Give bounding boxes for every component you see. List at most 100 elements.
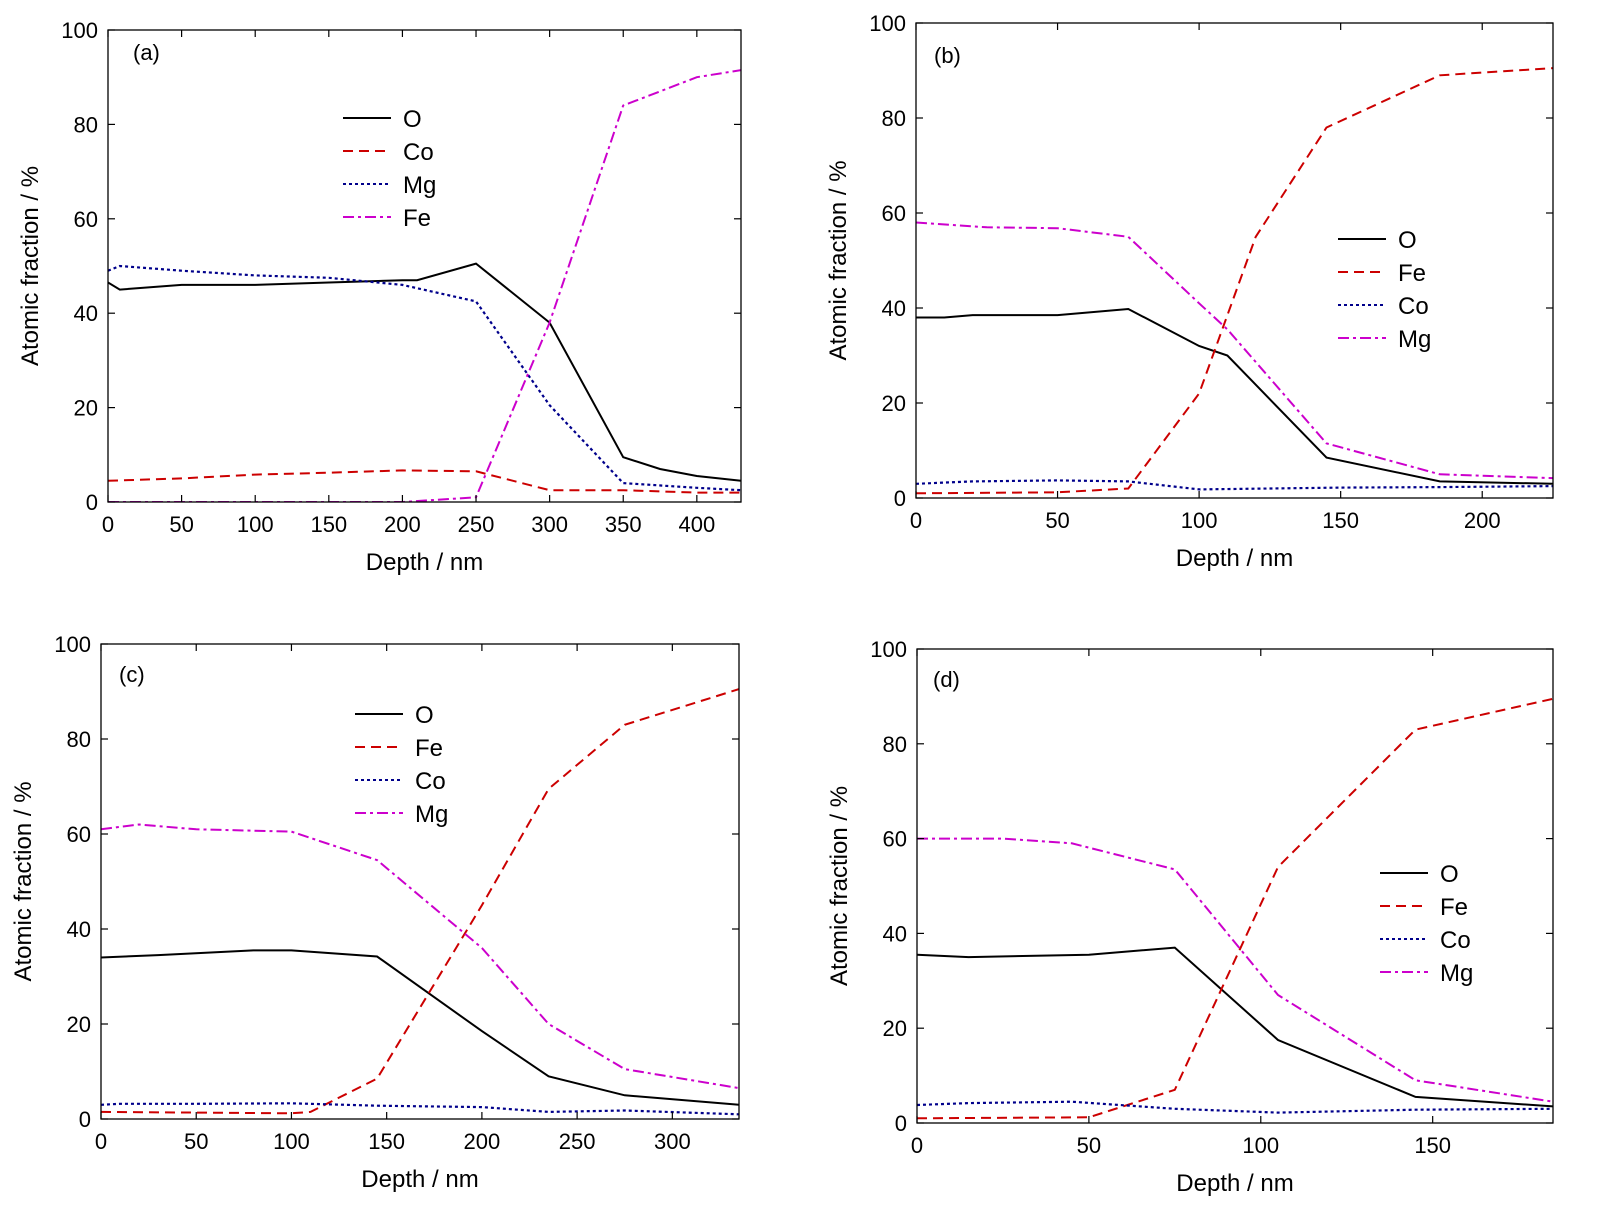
series-line-mg [916, 221, 1553, 480]
legend-label-fe: Fe [1398, 260, 1426, 287]
plot-frame [915, 22, 1554, 499]
series-line-o [917, 946, 1553, 1108]
x-tick-label: 100 [1242, 1133, 1279, 1158]
y-tick-label: 100 [61, 18, 98, 43]
x-tick-label: 350 [605, 512, 642, 537]
x-tick-label: 50 [184, 1129, 208, 1154]
legend-label-mg: Mg [1398, 326, 1431, 353]
legend: O Fe Co Mg [1380, 861, 1473, 987]
legend-label-co: Co [1440, 927, 1471, 954]
y-tick-label: 20 [882, 391, 906, 416]
panel-label: (b) [934, 43, 961, 68]
plot-frame [100, 643, 740, 1120]
x-tick-label: 50 [1045, 508, 1069, 533]
series-line-co [916, 479, 1553, 491]
x-tick-label: 100 [273, 1129, 310, 1154]
y-tick-label: 80 [883, 732, 907, 757]
x-tick-label: 200 [1464, 508, 1501, 533]
x-tick-label: 0 [911, 1133, 923, 1158]
y-tick-label: 80 [67, 727, 91, 752]
series-line-o [916, 307, 1553, 485]
y-tick-label: 0 [895, 1111, 907, 1136]
legend-label-o: O [403, 106, 422, 133]
y-tick-label: 60 [882, 201, 906, 226]
legend: O Fe Co Mg [1338, 227, 1431, 353]
x-tick-label: 300 [531, 512, 568, 537]
y-tick-label: 100 [870, 637, 907, 662]
x-tick-label: 250 [458, 512, 495, 537]
x-tick-label: 0 [102, 512, 114, 537]
legend-label-fe: Fe [1440, 894, 1468, 921]
legend-label-o: O [1398, 227, 1417, 254]
y-tick-label: 40 [67, 917, 91, 942]
legend-label-fe: Fe [403, 205, 431, 232]
x-tick-label: 300 [654, 1129, 691, 1154]
plot-frame [916, 648, 1554, 1124]
panel-label: (c) [119, 662, 145, 687]
legend-label-mg: Mg [415, 801, 448, 828]
y-tick-label: 100 [869, 11, 906, 36]
legend-label-fe: Fe [415, 735, 443, 762]
series-line-co [108, 469, 741, 494]
legend: O Fe Co Mg [355, 702, 448, 828]
x-axis-label: Depth / nm [1176, 1170, 1293, 1197]
x-tick-label: 250 [559, 1129, 596, 1154]
x-tick-label: 150 [1322, 508, 1359, 533]
y-tick-label: 80 [74, 112, 98, 137]
legend: O Co Mg Fe [343, 106, 436, 232]
y-tick-label: 40 [74, 301, 98, 326]
chart-panel-b: 0 50 100 150 200 0 20 40 60 80 100 Depth / nm Atomic… [825, 11, 1554, 572]
x-tick-label: 200 [384, 512, 421, 537]
y-tick-label: 0 [86, 490, 98, 515]
legend-label-o: O [415, 702, 434, 729]
x-tick-label: 100 [1181, 508, 1218, 533]
y-tick-label: 0 [894, 486, 906, 511]
y-tick-label: 60 [883, 827, 907, 852]
series-line-fe [101, 688, 739, 1115]
legend-label-mg: Mg [403, 172, 436, 199]
y-tick-label: 40 [882, 296, 906, 321]
legend-label-o: O [1440, 861, 1459, 888]
series-line-fe [917, 697, 1553, 1120]
y-tick-label: 20 [74, 396, 98, 421]
y-tick-label: 20 [883, 1016, 907, 1041]
x-axis-label: Depth / nm [366, 549, 483, 576]
y-axis-label: Atomic fraction / % [10, 781, 37, 981]
legend-label-co: Co [415, 768, 446, 795]
series-line-o [108, 262, 741, 482]
x-axis-label: Depth / nm [361, 1166, 478, 1193]
series-line-fe [108, 69, 741, 502]
y-axis-label: Atomic fraction / % [825, 160, 852, 360]
x-axis-label: Depth / nm [1176, 545, 1293, 572]
panel-label: (a) [133, 40, 160, 65]
y-tick-label: 60 [67, 822, 91, 847]
y-tick-label: 80 [882, 106, 906, 131]
y-tick-label: 100 [54, 632, 91, 657]
legend-label-co: Co [403, 139, 434, 166]
x-tick-label: 0 [910, 508, 922, 533]
x-tick-label: 100 [237, 512, 274, 537]
x-tick-label: 200 [464, 1129, 501, 1154]
y-tick-label: 60 [74, 207, 98, 232]
y-tick-label: 0 [79, 1107, 91, 1132]
chart-panel-d: 0 50 100 150 0 20 40 60 80 100 Depth / nm Atomic fr… [826, 637, 1554, 1197]
series-line-o [101, 949, 739, 1106]
series-line-mg [108, 264, 741, 492]
chart-panel-c: 0 50 100 150 200 250 300 0 20 40 60 80 100 Depth / nm… [10, 632, 740, 1193]
x-tick-label: 400 [678, 512, 715, 537]
y-axis-label: Atomic fraction / % [826, 786, 853, 986]
x-tick-label: 150 [368, 1129, 405, 1154]
x-tick-label: 50 [169, 512, 193, 537]
x-tick-label: 150 [1414, 1133, 1451, 1158]
legend-label-mg: Mg [1440, 960, 1473, 987]
plot-frame [107, 29, 742, 503]
y-tick-label: 40 [883, 921, 907, 946]
series-line-co [917, 1100, 1553, 1114]
legend-label-co: Co [1398, 293, 1429, 320]
y-axis-label: Atomic fraction / % [17, 166, 44, 366]
x-tick-label: 0 [95, 1129, 107, 1154]
panel-label: (d) [933, 667, 960, 692]
series-line-fe [916, 67, 1553, 495]
x-tick-label: 150 [310, 512, 347, 537]
